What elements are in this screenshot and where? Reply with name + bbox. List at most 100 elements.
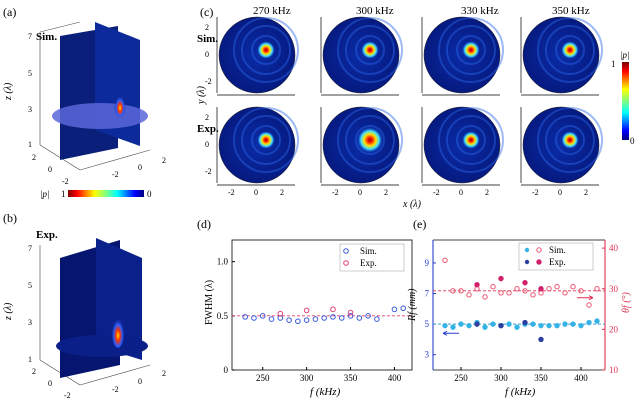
- panel-b-z-label: z (λ): [3, 302, 14, 321]
- field-ring: [233, 107, 299, 173]
- panel-c-x-label: x (λ): [402, 199, 422, 210]
- legend-box: [339, 243, 405, 272]
- panel-a-label: (a): [3, 5, 16, 19]
- field-ring: [251, 35, 281, 65]
- data-point-left-sim: [554, 322, 560, 329]
- data-point-exp: [330, 306, 336, 313]
- x-tick-label: 2: [584, 188, 588, 197]
- data-point-right-sim: [562, 290, 568, 296]
- y-tick: -2: [112, 170, 119, 179]
- data-point-sim: [365, 313, 371, 319]
- data-point-right-sim: [530, 292, 536, 298]
- panel-d-label: (d): [197, 217, 211, 231]
- data-point-sim: [356, 315, 363, 321]
- legend-marker: [343, 248, 349, 254]
- data-point-left-sim: [450, 324, 456, 330]
- x-axis-label: f (kHz): [310, 386, 341, 398]
- y-tick: -2: [112, 385, 119, 394]
- data-point-right-exp: [498, 275, 504, 282]
- y-tick-label: 0.5: [217, 311, 229, 321]
- data-point-right-exp: [522, 279, 528, 286]
- field-ring: [241, 115, 291, 165]
- legend-box: [518, 242, 594, 271]
- x-tick-label: 250: [454, 373, 468, 383]
- field-map-disc: [423, 106, 501, 184]
- x-tick-label: 0: [459, 188, 463, 197]
- legend-label: Sim.: [360, 246, 377, 256]
- y-tick-label: 0: [205, 140, 209, 149]
- field-map-disc: [522, 16, 600, 94]
- y-tick-label: -2: [205, 77, 212, 86]
- data-point-left-exp: [474, 321, 480, 327]
- z-tick: 3: [28, 105, 32, 114]
- focal-spot: [462, 41, 480, 59]
- data-point-right-sim: [578, 288, 584, 294]
- focal-spot: [257, 41, 275, 59]
- data-point-left-exp: [538, 336, 544, 343]
- x-tick-label: 400: [388, 373, 402, 383]
- row-label-exp: Exp.: [197, 123, 219, 135]
- data-point-left-exp: [498, 322, 504, 329]
- left-axis-arrow: [442, 330, 459, 336]
- field-ring: [355, 125, 385, 155]
- legend-label: Exp.: [360, 258, 377, 268]
- data-point-exp: [277, 310, 284, 317]
- data-point-right-sim: [522, 288, 528, 294]
- data-point-right-exp: [538, 286, 544, 292]
- z-tick: 1: [28, 140, 32, 149]
- x-tick-label: 0: [558, 188, 562, 197]
- data-point-right-sim: [466, 292, 472, 298]
- field-ring: [555, 35, 585, 65]
- y-left-tick-label: 9: [425, 258, 430, 268]
- data-point-left-sim: [586, 319, 592, 326]
- legend-label: Sim.: [549, 245, 566, 255]
- panel-b-label: (b): [3, 211, 17, 225]
- field-map-disc: [218, 106, 296, 184]
- focal-spot: [257, 131, 275, 149]
- colorbar-max: 1: [611, 59, 616, 69]
- panel-c-y-label: y (λ): [196, 85, 207, 105]
- x-tick-label: 350: [344, 373, 358, 383]
- field-ring: [345, 25, 395, 75]
- data-point-exp: [303, 307, 310, 314]
- field-ring: [251, 125, 281, 155]
- x-tick: 0: [48, 379, 52, 388]
- y-tick-label: 0: [224, 365, 229, 375]
- x-tick-label: -2: [532, 188, 539, 197]
- legend-marker-left: [524, 247, 530, 253]
- panel-c-label: (c): [200, 5, 213, 19]
- y-tick-label: 2: [205, 113, 209, 122]
- data-point-sim: [347, 313, 354, 319]
- field-ring: [456, 125, 486, 155]
- focal-spot: [561, 41, 579, 59]
- x-tick: 2: [32, 367, 36, 376]
- colorbar-min: 0: [147, 189, 152, 199]
- data-point-right-sim: [554, 284, 560, 290]
- y-tick-label: -2: [205, 167, 212, 176]
- y-left-tick-label: 3: [425, 350, 430, 360]
- data-point-sim: [391, 306, 398, 313]
- plot-frame: [231, 239, 413, 371]
- field-ring: [545, 25, 595, 75]
- focal-spot: [561, 131, 579, 149]
- focal-spot: [357, 127, 383, 153]
- x-axis-label: f (kHz): [505, 386, 536, 398]
- colorbar-min: 0: [630, 136, 635, 146]
- freq-label: 350 kHz: [552, 5, 590, 17]
- data-point-exp: [347, 309, 354, 316]
- colorbar-label: |p|: [40, 189, 49, 199]
- data-point-right-sim: [586, 302, 592, 308]
- field-ring: [446, 115, 496, 165]
- field-map-disc: [322, 16, 400, 94]
- data-point-sim: [286, 317, 292, 323]
- data-point-left-sim: [442, 322, 448, 329]
- panel-b-focal-beam: [111, 312, 125, 348]
- data-point-left-sim: [458, 321, 464, 327]
- legend-marker-right: [536, 247, 542, 253]
- panel-a-focal-beam: [114, 91, 126, 117]
- x-tick-label: 400: [574, 373, 588, 383]
- x-tick-label: 2: [485, 188, 489, 197]
- x-tick: 0: [48, 165, 52, 174]
- focal-chart: 250 300 350 400 3 5 7 9 10 20 30 40 Sim. Exp. f (kHz) R…: [407, 239, 632, 398]
- data-point-left-sim: [546, 322, 552, 329]
